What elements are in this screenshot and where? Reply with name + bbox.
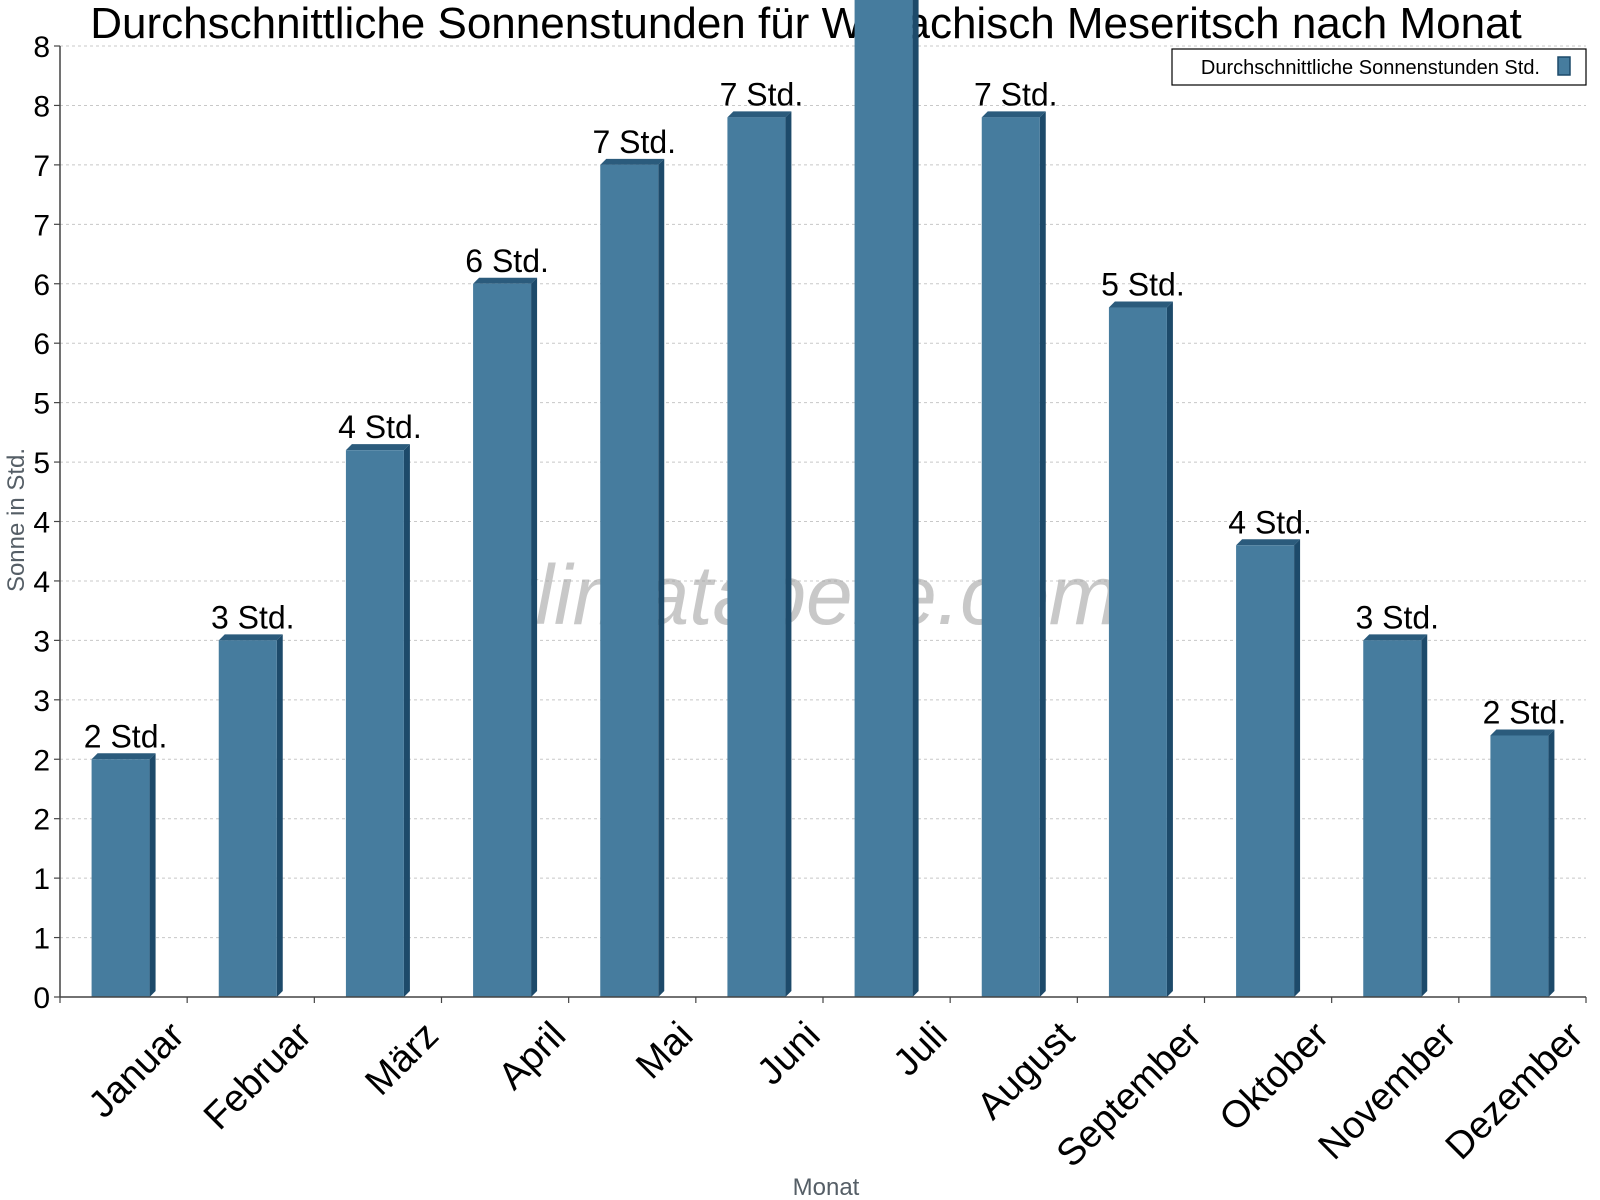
bar-top: [91, 753, 156, 760]
x-tick-label: April: [491, 1014, 574, 1097]
bar: [981, 117, 1040, 997]
bar-side: [1039, 111, 1046, 997]
y-tick-label: 4: [33, 507, 50, 540]
bar: [1236, 545, 1295, 997]
bar: [1363, 640, 1422, 997]
bar-januar: 2 Std.: [84, 718, 168, 997]
x-axis-label: Monat: [793, 1174, 860, 1200]
y-tick-label: 8: [33, 90, 50, 123]
bar-dezember: 2 Std.: [1483, 694, 1567, 997]
bar-value-label: 2 Std.: [1483, 694, 1567, 730]
gridlines: [60, 45, 1586, 939]
bar-value-label: 4 Std.: [338, 409, 422, 445]
bar-november: 3 Std.: [1355, 599, 1439, 997]
bar-side: [1294, 539, 1301, 997]
bar-side: [785, 111, 792, 997]
y-tick-label: 3: [33, 625, 50, 658]
bar-august: 7 Std.: [974, 76, 1058, 997]
x-tick-label: Oktober: [1212, 1014, 1338, 1140]
y-tick-label: 2: [33, 804, 50, 837]
y-tick-label: 5: [33, 388, 50, 421]
y-tick-label: 6: [33, 269, 50, 302]
bar-value-label: 7 Std.: [592, 124, 676, 160]
bar-value-label: 4 Std.: [1228, 504, 1312, 540]
bar-top: [473, 277, 538, 284]
bar-top: [345, 444, 410, 451]
legend-box: [1171, 48, 1587, 86]
legend-label: Durchschnittliche Sonnenstunden Std.: [1201, 57, 1540, 79]
bar-top: [727, 111, 792, 118]
legend-swatch: [1557, 56, 1571, 76]
bar: [473, 283, 532, 997]
bar-value-label: 3 Std.: [211, 599, 295, 635]
bar-value-label: 2 Std.: [84, 718, 168, 754]
y-tick-label: 7: [33, 209, 50, 242]
bar-juli: 8 Std.: [854, 0, 919, 997]
bar-top: [600, 158, 665, 165]
bar: [345, 450, 404, 997]
bar: [727, 117, 786, 997]
bar-side: [1166, 301, 1173, 997]
x-tick-label: März: [358, 1014, 447, 1103]
x-tick-label: Januar: [81, 1014, 193, 1126]
bar-value-label: 5 Std.: [1101, 267, 1185, 303]
bar: [1108, 307, 1167, 997]
y-axis-label: Sonne in Std.: [3, 448, 30, 592]
bar-top: [1490, 729, 1555, 736]
y-tick-label: 3: [33, 685, 50, 718]
bar: [1490, 735, 1549, 997]
x-tick-label: August: [969, 1014, 1083, 1128]
bar-side: [149, 753, 156, 997]
y-tick-label: 6: [33, 328, 50, 361]
bars: 2 Std. 3 Std. 4 Std. 6 Std. 7 Std. 7 Std. 8 St…: [84, 0, 1566, 997]
x-tick-label: November: [1311, 1014, 1465, 1168]
bar: [218, 640, 277, 997]
y-tick-label: 0: [33, 982, 50, 1015]
bar-februar: 3 Std.: [211, 599, 295, 997]
x-axis-ticks: Januar Februar März April Mai Juni Juli AugustS…: [59, 997, 1592, 1175]
bar-value-label: 6 Std.: [465, 243, 549, 279]
bar-mai: 7 Std.: [592, 124, 676, 997]
bar-side: [912, 0, 919, 997]
bar-side: [531, 277, 538, 997]
bar-side: [403, 444, 410, 997]
bar-side: [1421, 634, 1428, 997]
bar-top: [981, 111, 1046, 118]
bar-value-label: 7 Std.: [720, 76, 804, 112]
legend: Durchschnittliche Sonnenstunden Std.: [1171, 48, 1587, 86]
y-tick-label: 4: [33, 566, 50, 599]
x-tick-label: Juni: [749, 1014, 828, 1093]
y-tick-label: 1: [33, 863, 50, 896]
bar-top: [1108, 301, 1173, 308]
bar-side: [658, 158, 665, 997]
y-tick-label: 1: [33, 923, 50, 956]
bar-value-label: 7 Std.: [974, 76, 1058, 112]
bar-april: 6 Std.: [465, 243, 549, 997]
x-tick-label: Juli: [886, 1014, 956, 1084]
bar-top: [218, 634, 283, 641]
bar-september: 5 Std.: [1101, 267, 1185, 997]
bar-oktober: 4 Std.: [1228, 504, 1312, 997]
bar-side: [1548, 729, 1555, 997]
x-tick-label: Februar: [196, 1014, 320, 1138]
bar: [854, 0, 913, 997]
bar-juni: 7 Std.: [720, 76, 804, 997]
y-tick-label: 5: [33, 447, 50, 480]
x-tick-label: Dezember: [1438, 1014, 1592, 1168]
bar-top: [1236, 539, 1301, 546]
bar: [600, 164, 659, 997]
bar: [91, 759, 150, 997]
y-axis-ticks: 0 1 1 2 2 3 3 4 4 5 5 6 6 7 7 8 8: [33, 31, 60, 1015]
bar-top: [1363, 634, 1428, 641]
x-tick-label: Mai: [628, 1014, 701, 1087]
y-tick-label: 2: [33, 744, 50, 777]
y-tick-label: 7: [33, 150, 50, 183]
bar-value-label: 3 Std.: [1355, 599, 1439, 635]
y-tick-label: 8: [33, 31, 50, 64]
chart-title: Durchschnittliche Sonnenstunden für Wall…: [90, 0, 1522, 48]
bar-märz: 4 Std.: [338, 409, 422, 997]
bar-side: [276, 634, 283, 997]
